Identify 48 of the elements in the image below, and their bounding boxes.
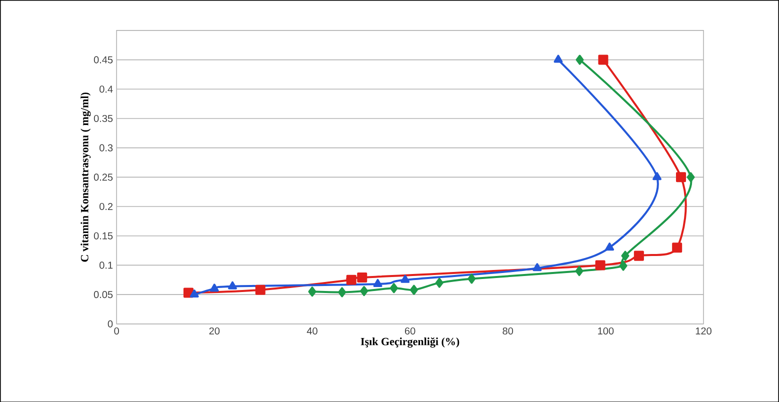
point <box>468 273 476 284</box>
y-tick-label: 0.1 <box>100 261 113 269</box>
point <box>410 284 418 295</box>
x-tick-label: 60 <box>404 327 416 334</box>
point <box>338 286 346 298</box>
x-tick-label: 100 <box>598 327 614 334</box>
y-axis-title: C vitamin Konsantrasyonu ( mg/ml) <box>80 92 91 262</box>
point <box>634 250 644 261</box>
point <box>652 172 662 180</box>
y-tick-label: 0.15 <box>94 232 113 240</box>
point <box>255 284 266 295</box>
point <box>619 260 628 271</box>
point <box>390 282 398 293</box>
point <box>532 262 542 271</box>
point <box>595 260 606 270</box>
point <box>357 272 368 282</box>
point <box>190 289 199 298</box>
y-tick-label: 0.3 <box>100 144 113 152</box>
x-tick-label: 0 <box>114 327 119 334</box>
point <box>373 278 382 287</box>
point <box>346 274 356 285</box>
point <box>676 172 686 182</box>
point <box>554 54 563 63</box>
point <box>360 286 368 296</box>
y-tick-label: 0.25 <box>94 173 113 181</box>
y-tick-label: 0 <box>108 320 113 328</box>
point <box>575 266 584 276</box>
point <box>605 242 614 250</box>
point <box>621 250 630 261</box>
point <box>228 281 237 290</box>
point <box>210 283 219 292</box>
x-axis-title: Işık Geçirgenliği (%) <box>360 337 460 348</box>
point <box>598 54 608 65</box>
x-tick-label: 20 <box>209 327 220 334</box>
y-tick-label: 0.35 <box>94 114 113 122</box>
x-tick-label: 120 <box>696 327 712 334</box>
point <box>400 274 410 283</box>
y-tick-label: 0.2 <box>100 202 113 210</box>
point <box>435 278 444 288</box>
point <box>672 242 682 252</box>
point <box>576 54 584 65</box>
x-tick-label: 80 <box>502 327 514 334</box>
point <box>686 172 695 182</box>
y-tick-label: 0.05 <box>94 290 113 298</box>
x-tick-label: 40 <box>306 327 318 334</box>
point <box>308 286 316 296</box>
y-tick-label: 0.45 <box>94 56 113 64</box>
y-tick-label: 0.4 <box>100 85 113 92</box>
